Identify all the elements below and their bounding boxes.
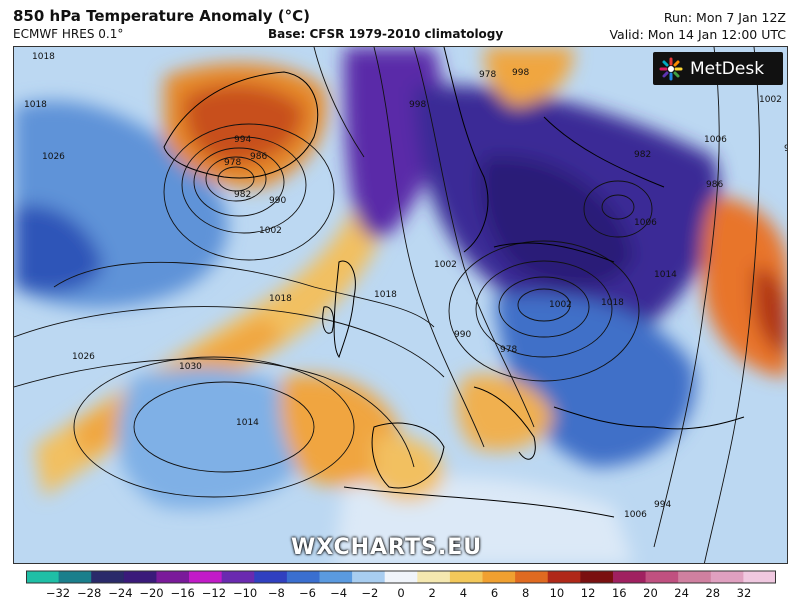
color-scale-cell bbox=[26, 571, 59, 583]
isobar-label: 998 bbox=[512, 68, 529, 78]
base-climatology-label: Base: CFSR 1979-2010 climatology bbox=[268, 27, 503, 41]
color-scale-tick-label: 4 bbox=[460, 586, 467, 600]
color-scale-tick-label: −20 bbox=[139, 586, 163, 600]
color-scale-tick-label: 10 bbox=[550, 586, 565, 600]
color-scale-tick-label: 28 bbox=[705, 586, 720, 600]
isobar-label: 1018 bbox=[374, 290, 397, 300]
color-scale-tick-label: −6 bbox=[299, 586, 316, 600]
color-scale-tick-label: −28 bbox=[77, 586, 101, 600]
model-label: ECMWF HRES 0.1° bbox=[13, 27, 123, 41]
color-scale-tick-label: 24 bbox=[674, 586, 689, 600]
color-scale-tick-label: 32 bbox=[737, 586, 752, 600]
isobar-label: 1018 bbox=[32, 52, 55, 62]
isobar-label: 994 bbox=[234, 135, 251, 145]
color-scale-tick-label: −12 bbox=[202, 586, 226, 600]
run-time-label: Run: Mon 7 Jan 12Z bbox=[664, 10, 786, 25]
color-scale-tick-label: 20 bbox=[643, 586, 658, 600]
isobar-label: 1006 bbox=[704, 135, 727, 145]
color-scale-tick-label: −2 bbox=[361, 586, 378, 600]
color-scale-tick-label: 6 bbox=[491, 586, 498, 600]
color-scale-cell bbox=[352, 571, 385, 583]
color-scale-tick-label: −24 bbox=[108, 586, 132, 600]
isobar-label: 990 bbox=[454, 330, 471, 340]
color-scale-cell bbox=[287, 571, 320, 583]
color-scale-cell bbox=[515, 571, 548, 583]
color-scale-cell bbox=[450, 571, 483, 583]
color-scale-cell bbox=[678, 571, 711, 583]
isobar-label: 982 bbox=[234, 190, 251, 200]
isobar-label: 978 bbox=[224, 158, 241, 168]
color-scale-cell bbox=[319, 571, 352, 583]
color-scale-tick-label: −10 bbox=[233, 586, 257, 600]
isobar-label: 1006 bbox=[624, 510, 647, 520]
isobar-label: 986 bbox=[250, 152, 267, 162]
color-scale-tick-label: 8 bbox=[522, 586, 529, 600]
isobar-label: 986 bbox=[706, 180, 723, 190]
valid-time-label: Valid: Mon 14 Jan 12:00 UTC bbox=[609, 27, 786, 42]
isobar-label: 990 bbox=[269, 196, 286, 206]
isobar-label: 1026 bbox=[72, 352, 95, 362]
color-scale-cell bbox=[711, 571, 744, 583]
color-scale-tick-label: 16 bbox=[612, 586, 627, 600]
color-scale-cell bbox=[222, 571, 255, 583]
color-scale-cell bbox=[385, 571, 418, 583]
isobar-label: 978 bbox=[479, 70, 496, 80]
color-scale-cell bbox=[580, 571, 613, 583]
color-scale-cell bbox=[254, 571, 287, 583]
isobar-label: 1030 bbox=[179, 362, 202, 372]
metdesk-logo: MetDesk bbox=[653, 52, 783, 85]
color-scale-cell bbox=[743, 571, 776, 583]
isobar-label: 1014 bbox=[236, 418, 259, 428]
color-scale-cell bbox=[548, 571, 581, 583]
color-scale-cell bbox=[91, 571, 124, 583]
color-scale-cell bbox=[156, 571, 189, 583]
color-scale-cell bbox=[613, 571, 646, 583]
color-scale-tick-label: 2 bbox=[429, 586, 436, 600]
isobar-label: 1018 bbox=[601, 298, 624, 308]
color-scale-tick-label: −8 bbox=[268, 586, 285, 600]
isobar-label: 1002 bbox=[759, 95, 782, 105]
isobar-label: 998 bbox=[409, 100, 426, 110]
isobar-label: 1014 bbox=[654, 270, 677, 280]
isobar-label: 1002 bbox=[549, 300, 572, 310]
anomaly-map: 1018 1018 1026 994 978 986 982 990 1002 1018 1026 1… bbox=[13, 46, 788, 564]
metdesk-logo-text: MetDesk bbox=[690, 59, 764, 79]
color-scale-cell bbox=[124, 571, 157, 583]
color-scale-tick-label: 12 bbox=[581, 586, 596, 600]
color-scale-cell bbox=[417, 571, 450, 583]
isobar-label: 1006 bbox=[634, 218, 657, 228]
color-scale-bar bbox=[26, 570, 776, 584]
isobar-label: 1018 bbox=[24, 100, 47, 110]
isobar-label: 978 bbox=[500, 345, 517, 355]
color-scale-cell bbox=[59, 571, 92, 583]
isobar-label: 982 bbox=[634, 150, 651, 160]
color-scale-tick-label: −16 bbox=[171, 586, 195, 600]
isobar-label: 1002 bbox=[259, 226, 282, 236]
color-scale-tick-label: 0 bbox=[397, 586, 404, 600]
metdesk-logo-icon bbox=[658, 56, 684, 82]
color-scale-cell bbox=[189, 571, 222, 583]
chart-title: 850 hPa Temperature Anomaly (°C) bbox=[13, 7, 310, 25]
color-scale-tick-label: −4 bbox=[330, 586, 347, 600]
isobar-label: 1018 bbox=[269, 294, 292, 304]
header: 850 hPa Temperature Anomaly (°C) ECMWF H… bbox=[0, 0, 800, 46]
isobar-label: 994 bbox=[654, 500, 671, 510]
wxcharts-watermark: WXCHARTS.EU bbox=[291, 535, 482, 560]
color-scale-ticks: −32 −28 −24 −20 −16 −12 −10 −8 −6 −4 −2 0 2 4 6 8 10 12 16… bbox=[0, 586, 800, 606]
color-scale-cell bbox=[646, 571, 679, 583]
color-scale-tick-label: −32 bbox=[46, 586, 70, 600]
isobar-label: 982 bbox=[784, 144, 788, 154]
isobar-label: 1026 bbox=[42, 152, 65, 162]
isobar-label: 1002 bbox=[434, 260, 457, 270]
color-scale-cell bbox=[483, 571, 516, 583]
